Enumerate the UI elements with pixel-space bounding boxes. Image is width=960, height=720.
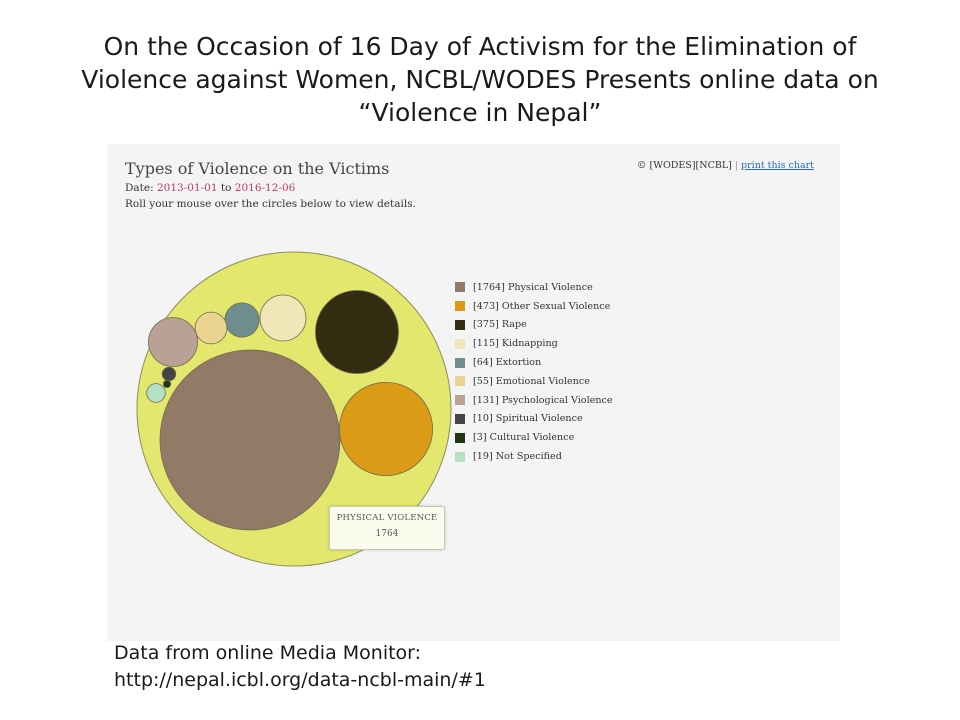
legend-item-psychological-violence: [131] Psychological Violence [455, 391, 613, 410]
slide-title: On the Occasion of 16 Day of Activism fo… [40, 30, 920, 129]
legend-label: [19] Not Specified [473, 451, 562, 463]
credit-bar: © [WODES][NCBL] | print this chart [637, 160, 814, 171]
tooltip-value: 1764 [375, 529, 399, 539]
legend-label: [1764] Physical Violence [473, 281, 593, 293]
legend-item-other-sexual-violence: [473] Other Sexual Violence [455, 297, 613, 316]
legend-label: [3] Cultural Violence [473, 432, 575, 444]
credit-text: © [WODES][NCBL] [637, 160, 732, 171]
footer-line: Data from online Media Monitor: [114, 642, 422, 664]
legend-swatch [455, 301, 465, 312]
bubble-spiritual-violence[interactable] [161, 366, 177, 382]
footer-note: Data from online Media Monitor: http://n… [114, 640, 486, 694]
bubble-emotional-violence[interactable] [194, 311, 228, 345]
legend-label: [115] Kidnapping [473, 338, 558, 350]
chart-screenshot: Types of Violence on the Victims Date: 2… [107, 144, 840, 641]
chart-hint: Roll your mouse over the circles below t… [125, 198, 416, 210]
legend-item-spiritual-violence: [10] Spiritual Violence [455, 410, 613, 429]
bubble-extortion[interactable] [224, 302, 260, 338]
chart-date-range: Date: 2013-01-01 to 2016-12-06 [125, 182, 295, 194]
legend-swatch [455, 376, 465, 387]
date-to-word: to [220, 182, 232, 194]
legend-label: [55] Emotional Violence [473, 375, 590, 387]
legend-item-kidnapping: [115] Kidnapping [455, 334, 613, 353]
slide-title-line: On the Occasion of 16 Day of Activism fo… [103, 32, 857, 61]
legend-label: [64] Extortion [473, 357, 542, 369]
footer-line: http://nepal.icbl.org/data-ncbl-main/#1 [114, 669, 486, 691]
legend-swatch [455, 319, 465, 330]
legend-swatch [455, 413, 465, 424]
legend-label: [10] Spiritual Violence [473, 413, 583, 425]
bubble-kidnapping[interactable] [259, 294, 307, 342]
bubble-cultural-violence[interactable] [162, 379, 172, 389]
bubble-layer [146, 290, 434, 531]
tooltip: PHYSICAL VIOLENCE 1764 [329, 506, 445, 550]
bubble-rape[interactable] [315, 290, 399, 374]
legend-label: [375] Rape [473, 319, 527, 331]
chart-title: Types of Violence on the Victims [125, 159, 390, 178]
legend: [1764] Physical Violence [473] Other Sexu… [455, 278, 613, 466]
legend-item-cultural-violence: [3] Cultural Violence [455, 428, 613, 447]
date-prefix: Date: [125, 182, 154, 194]
date-to: 2016-12-06 [234, 182, 296, 194]
bubble-chart [136, 251, 452, 567]
bubble-physical-violence[interactable] [159, 349, 341, 531]
legend-swatch [455, 432, 465, 443]
legend-swatch [455, 282, 465, 293]
legend-item-not-specified: [19] Not Specified [455, 447, 613, 466]
slide-title-line: Violence against Women, NCBL/WODES Prese… [81, 65, 879, 94]
legend-swatch [455, 395, 465, 406]
date-from: 2013-01-01 [157, 182, 218, 194]
print-chart-link[interactable]: print this chart [741, 160, 814, 171]
legend-label: [131] Psychological Violence [473, 394, 613, 406]
tooltip-label: PHYSICAL VIOLENCE [336, 513, 438, 523]
legend-item-emotional-violence: [55] Emotional Violence [455, 372, 613, 391]
legend-swatch [455, 451, 465, 462]
credit-separator: | [734, 160, 739, 171]
bubble-psychological-violence[interactable] [148, 317, 198, 367]
legend-swatch [455, 338, 465, 349]
legend-swatch [455, 357, 465, 368]
bubble-not-specified[interactable] [146, 383, 166, 403]
legend-item-rape: [375] Rape [455, 316, 613, 335]
bubble-other-sexual-violence[interactable] [338, 381, 434, 477]
slide-title-line: “Violence in Nepal” [358, 98, 602, 127]
legend-item-physical-violence: [1764] Physical Violence [455, 278, 613, 297]
legend-item-extortion: [64] Extortion [455, 353, 613, 372]
legend-label: [473] Other Sexual Violence [473, 300, 611, 312]
